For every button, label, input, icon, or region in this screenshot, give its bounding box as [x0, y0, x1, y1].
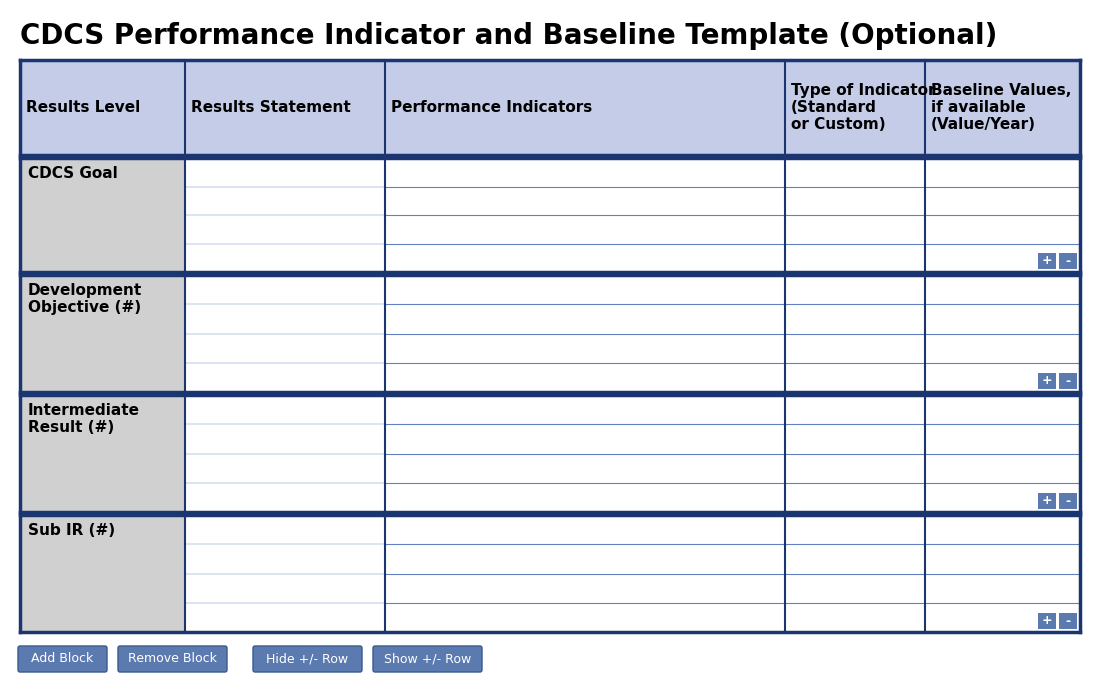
Bar — [785, 158, 925, 272]
FancyBboxPatch shape — [253, 646, 362, 672]
Bar — [925, 158, 1080, 272]
Text: +: + — [1042, 494, 1053, 508]
Text: Sub IR (#): Sub IR (#) — [28, 523, 115, 538]
Text: Type of Indicator
(Standard
or Custom): Type of Indicator (Standard or Custom) — [791, 83, 935, 132]
Text: Add Block: Add Block — [32, 652, 94, 666]
Text: Results Level: Results Level — [26, 100, 141, 115]
Bar — [20, 395, 185, 512]
Bar — [385, 158, 785, 272]
Bar — [1059, 373, 1077, 389]
Bar — [925, 395, 1080, 512]
FancyBboxPatch shape — [118, 646, 227, 672]
Bar — [785, 275, 925, 392]
Text: +: + — [1042, 615, 1053, 627]
Bar — [1038, 253, 1056, 269]
Text: Development
Objective (#): Development Objective (#) — [28, 283, 142, 316]
Text: CDCS Performance Indicator and Baseline Template (Optional): CDCS Performance Indicator and Baseline … — [20, 22, 998, 50]
Text: +: + — [1042, 255, 1053, 267]
Text: Hide +/- Row: Hide +/- Row — [266, 652, 349, 666]
Bar — [385, 395, 785, 512]
Bar — [1059, 493, 1077, 509]
Bar — [20, 158, 185, 272]
Text: +: + — [1042, 374, 1053, 388]
Text: Show +/- Row: Show +/- Row — [384, 652, 471, 666]
Bar — [1038, 613, 1056, 629]
Text: Baseline Values,
if available
(Value/Year): Baseline Values, if available (Value/Yea… — [931, 83, 1071, 132]
Bar — [20, 515, 185, 632]
Text: Results Statement: Results Statement — [191, 100, 351, 115]
Bar — [20, 275, 185, 392]
Bar — [185, 515, 385, 632]
Bar — [1059, 613, 1077, 629]
Bar — [20, 60, 1080, 155]
Bar — [385, 515, 785, 632]
Bar — [185, 275, 385, 392]
Bar — [385, 275, 785, 392]
Bar — [1038, 493, 1056, 509]
Text: -: - — [1066, 615, 1070, 627]
Bar — [1059, 253, 1077, 269]
Bar — [785, 515, 925, 632]
Bar — [1038, 373, 1056, 389]
Text: Performance Indicators: Performance Indicators — [390, 100, 592, 115]
Text: -: - — [1066, 255, 1070, 267]
FancyBboxPatch shape — [18, 646, 107, 672]
Text: CDCS Goal: CDCS Goal — [28, 166, 118, 181]
Bar — [925, 515, 1080, 632]
Text: Intermediate
Result (#): Intermediate Result (#) — [28, 403, 140, 435]
Text: -: - — [1066, 494, 1070, 508]
Text: Remove Block: Remove Block — [128, 652, 217, 666]
Bar — [185, 158, 385, 272]
Bar — [925, 275, 1080, 392]
FancyBboxPatch shape — [373, 646, 482, 672]
Text: -: - — [1066, 374, 1070, 388]
Bar — [185, 395, 385, 512]
Bar — [785, 395, 925, 512]
